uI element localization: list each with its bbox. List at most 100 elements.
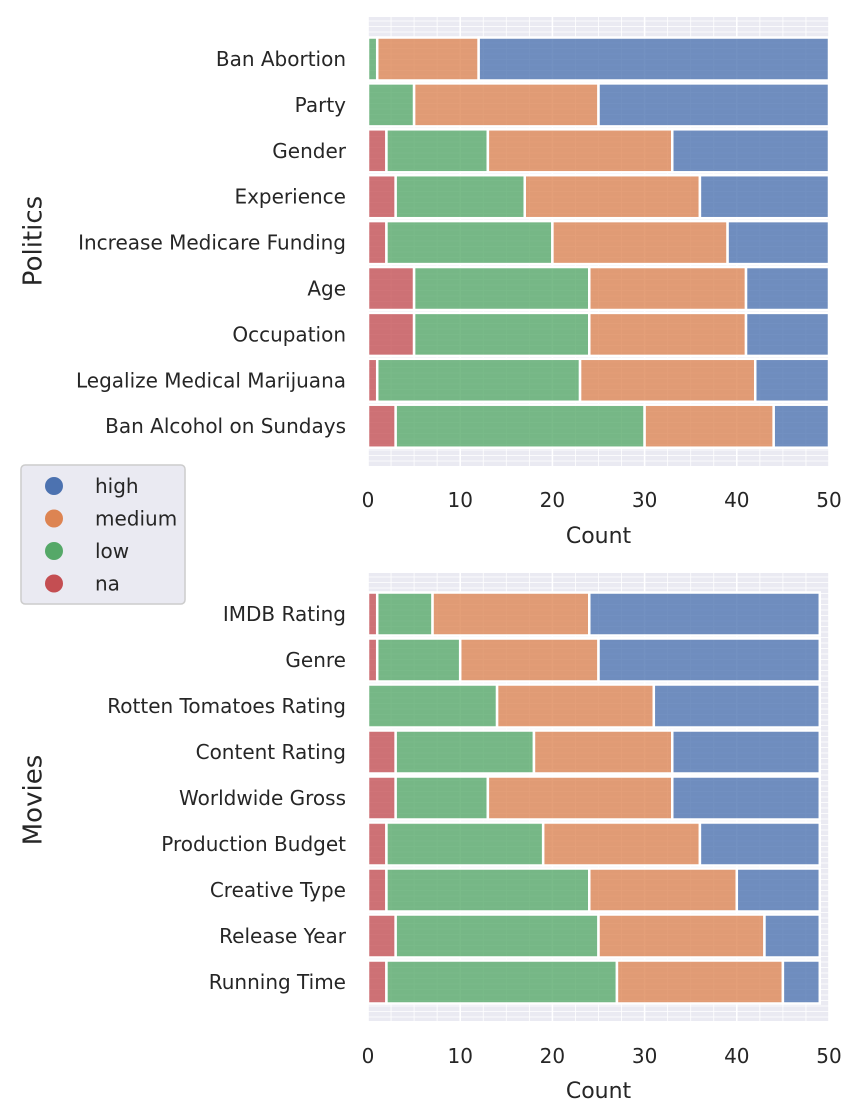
bar-medium-release-year: [597, 913, 766, 959]
category-label: Age: [307, 277, 346, 301]
bar-na-genre: [366, 637, 379, 683]
x-tick-label: 50: [816, 488, 841, 512]
bar-na-legalize-medical-marijuana: [366, 357, 379, 404]
x-axis-title: Count: [566, 1079, 632, 1104]
x-tick-label: 30: [632, 488, 657, 512]
category-label: Running Time: [209, 970, 346, 994]
category-label: Increase Medicare Funding: [78, 231, 346, 255]
bar-medium-ban-abortion: [375, 36, 480, 82]
bar-high-worldwide-gross: [671, 775, 822, 821]
bar-low-ban-alcohol-on-sundays: [394, 403, 646, 449]
category-label: Worldwide Gross: [179, 786, 346, 810]
x-tick-label: 0: [362, 488, 375, 512]
bar-medium-experience: [523, 173, 702, 220]
bar-medium-party: [412, 82, 600, 128]
bar-na-gender: [366, 128, 388, 174]
bar-medium-imdb-rating: [431, 591, 591, 637]
bar-low-experience: [394, 173, 526, 220]
bar-na-content-rating: [366, 729, 397, 775]
x-tick-label: 10: [447, 1044, 472, 1068]
bar-low-creative-type: [385, 867, 591, 913]
x-tick-label: 40: [724, 488, 749, 512]
bar-medium-content-rating: [532, 729, 674, 775]
x-axis-title: Count: [566, 524, 632, 549]
bar-high-legalize-medical-marijuana: [753, 357, 831, 404]
bar-low-gender: [385, 128, 490, 174]
group-title: Politics: [19, 196, 49, 286]
bar-high-release-year: [763, 913, 822, 959]
bar-low-running-time: [385, 959, 619, 1005]
bar-medium-gender: [486, 128, 674, 174]
bar-high-age: [744, 265, 831, 312]
bars: [366, 591, 822, 1005]
category-label: Occupation: [232, 322, 346, 346]
bar-low-legalize-medical-marijuana: [375, 357, 582, 404]
legend: high medium low na: [20, 464, 186, 605]
bar-na-ban-alcohol-on-sundays: [366, 403, 397, 449]
bar-high-occupation: [744, 311, 831, 358]
bar-medium-running-time: [615, 959, 785, 1005]
bar-medium-rotten-tomatoes-rating: [495, 683, 656, 729]
bar-medium-production-budget: [541, 821, 702, 867]
bar-low-genre: [375, 637, 462, 683]
bar-high-production-budget: [698, 821, 822, 867]
bar-na-creative-type: [366, 867, 388, 913]
bar-na-worldwide-gross: [366, 775, 397, 821]
bar-na-imdb-rating: [366, 591, 379, 637]
x-tick-label: 40: [724, 1044, 749, 1068]
bar-na-release-year: [366, 913, 397, 959]
x-tick-label: 20: [540, 1044, 565, 1068]
category-label: Experience: [234, 185, 346, 209]
bar-high-increase-medicare-funding: [726, 219, 831, 266]
category-label: Rotten Tomatoes Rating: [107, 694, 346, 718]
bar-high-creative-type: [735, 867, 822, 913]
group-title: Movies: [19, 755, 49, 846]
movies-panel: IMDB Rating Genre Rotten Tomatoes Rating Co…: [19, 573, 842, 1104]
x-tick-label: 0: [362, 1044, 375, 1068]
bar-low-increase-medicare-funding: [385, 219, 554, 266]
legend-marker-na: [45, 574, 63, 593]
bar-medium-occupation: [588, 311, 748, 358]
bars: [366, 36, 831, 449]
legend-marker-high: [45, 477, 63, 495]
bar-low-worldwide-gross: [394, 775, 490, 821]
bar-na-occupation: [366, 311, 416, 358]
bar-high-rotten-tomatoes-rating: [652, 683, 822, 729]
legend-marker-low: [45, 542, 63, 560]
category-label: Production Budget: [161, 832, 346, 856]
bar-high-ban-abortion: [477, 36, 831, 82]
legend-label-high: high: [95, 474, 139, 498]
bar-high-running-time: [781, 959, 822, 1005]
politics-panel: Ban Abortion Party Gender Experience Increas…: [19, 17, 842, 549]
bar-medium-genre: [458, 637, 600, 683]
category-label: Legalize Medical Marijuana: [76, 368, 346, 392]
category-label: IMDB Rating: [223, 602, 346, 626]
bar-low-ban-abortion: [366, 36, 379, 82]
bar-medium-increase-medicare-funding: [551, 219, 729, 266]
bar-high-experience: [698, 173, 831, 220]
bar-high-ban-alcohol-on-sundays: [772, 403, 831, 449]
legend-box: [20, 464, 186, 605]
legend-label-medium: medium: [95, 507, 177, 531]
bar-medium-creative-type: [588, 867, 739, 913]
category-label: Ban Alcohol on Sundays: [105, 414, 346, 438]
category-label: Party: [295, 93, 346, 117]
bar-high-genre: [597, 637, 822, 683]
category-label: Creative Type: [210, 878, 346, 902]
category-label: Release Year: [219, 924, 347, 948]
x-tick-label: 50: [816, 1044, 841, 1068]
legend-label-na: na: [95, 572, 120, 596]
category-label: Content Rating: [196, 740, 346, 764]
bar-high-party: [597, 82, 831, 128]
bar-medium-ban-alcohol-on-sundays: [643, 403, 775, 449]
category-label: Gender: [272, 139, 346, 163]
bar-na-increase-medicare-funding: [366, 219, 388, 266]
bar-na-running-time: [366, 959, 388, 1005]
legend-marker-medium: [45, 509, 63, 528]
bar-low-occupation: [412, 311, 591, 358]
bar-low-release-year: [394, 913, 600, 959]
x-tick-label: 20: [540, 488, 565, 512]
bar-high-content-rating: [671, 729, 822, 775]
bar-medium-age: [588, 265, 748, 312]
bar-medium-worldwide-gross: [486, 775, 674, 821]
